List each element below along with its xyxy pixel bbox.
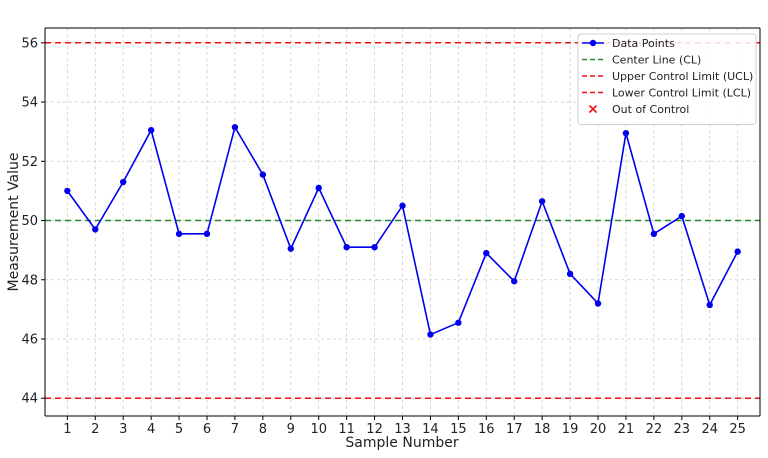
data-point <box>538 198 546 205</box>
legend-label: Lower Control Limit (LCL) <box>612 87 751 100</box>
data-series <box>64 124 741 338</box>
x-tick-label: 6 <box>203 422 211 437</box>
data-point <box>455 319 462 326</box>
y-tick-label: 46 <box>21 332 38 347</box>
data-point <box>483 249 490 257</box>
data-point <box>287 245 294 252</box>
data-point <box>594 300 602 307</box>
x-tick-label: 23 <box>674 422 691 437</box>
x-tick-label: 4 <box>147 422 155 437</box>
x-tick-label: 1 <box>63 422 71 437</box>
data-point <box>231 124 239 131</box>
x-tick-label: 20 <box>590 422 607 437</box>
x-tick-label: 8 <box>259 422 267 437</box>
data-point <box>734 248 741 255</box>
data-point <box>175 230 183 238</box>
legend-x-marker <box>588 104 598 114</box>
x-tick-label: 9 <box>287 422 295 437</box>
x-tick-label: 3 <box>119 422 127 437</box>
x-tick-label: 2 <box>91 422 99 437</box>
x-tick-label: 14 <box>422 422 439 437</box>
y-tick-label: 54 <box>21 96 38 111</box>
y-axis-title: Measurement Value <box>6 152 22 291</box>
x-axis-title: Sample Number <box>345 435 458 451</box>
x-tick-label: 5 <box>175 422 183 437</box>
data-point <box>399 202 406 209</box>
data-point <box>678 212 685 220</box>
legend-marker <box>589 39 597 47</box>
data-point <box>64 187 71 195</box>
x-tick-label: 25 <box>729 422 746 437</box>
legend-box <box>577 33 757 125</box>
legend-label: Out of Control <box>612 103 689 116</box>
x-tick-label: 13 <box>394 422 411 437</box>
data-point <box>511 278 518 285</box>
data-point <box>147 126 155 134</box>
y-tick-label: 48 <box>21 273 38 288</box>
data-point <box>427 331 434 338</box>
x-tick-label: 17 <box>506 422 523 437</box>
data-point <box>203 230 211 238</box>
data-point <box>259 171 267 178</box>
x-tick-label: 7 <box>231 422 239 437</box>
x-tick-label: 22 <box>646 422 663 437</box>
legend: Data Points Center Line (CL) Upper Control… <box>577 33 757 125</box>
x-tick-label: 15 <box>450 422 467 437</box>
x-tick-label: 10 <box>310 422 327 437</box>
x-tick-label: 16 <box>478 422 495 437</box>
x-tick-label: 21 <box>618 422 635 437</box>
data-point <box>650 230 658 238</box>
y-tick-label: 44 <box>21 392 38 407</box>
data-point <box>566 270 574 278</box>
data-point <box>92 226 99 233</box>
y-tick-label: 52 <box>21 155 38 170</box>
data-point <box>315 184 322 192</box>
data-point <box>622 129 630 137</box>
series-line <box>66 125 739 336</box>
data-point <box>120 178 127 186</box>
y-tick-label: 50 <box>21 214 38 229</box>
x-tick-label: 24 <box>701 422 718 437</box>
x-tick-label: 11 <box>338 422 355 437</box>
x-tick-label: 18 <box>534 422 551 437</box>
x-tick-label: 19 <box>562 422 579 437</box>
legend-label: Data Points <box>612 37 675 50</box>
legend-label: Center Line (CL) <box>612 54 701 67</box>
data-point <box>371 243 378 251</box>
y-tick-label: 56 <box>21 36 38 51</box>
data-point <box>343 243 350 251</box>
legend-label: Upper Control Limit (UCL) <box>612 70 753 83</box>
x-tick-label: 12 <box>366 422 383 437</box>
data-point <box>706 301 713 309</box>
axes: 1 2 3 4 5 6 7 8 9 10 11 12 13 14 15 16 17 18 19 20 21 22 23 24 2… <box>21 27 761 437</box>
